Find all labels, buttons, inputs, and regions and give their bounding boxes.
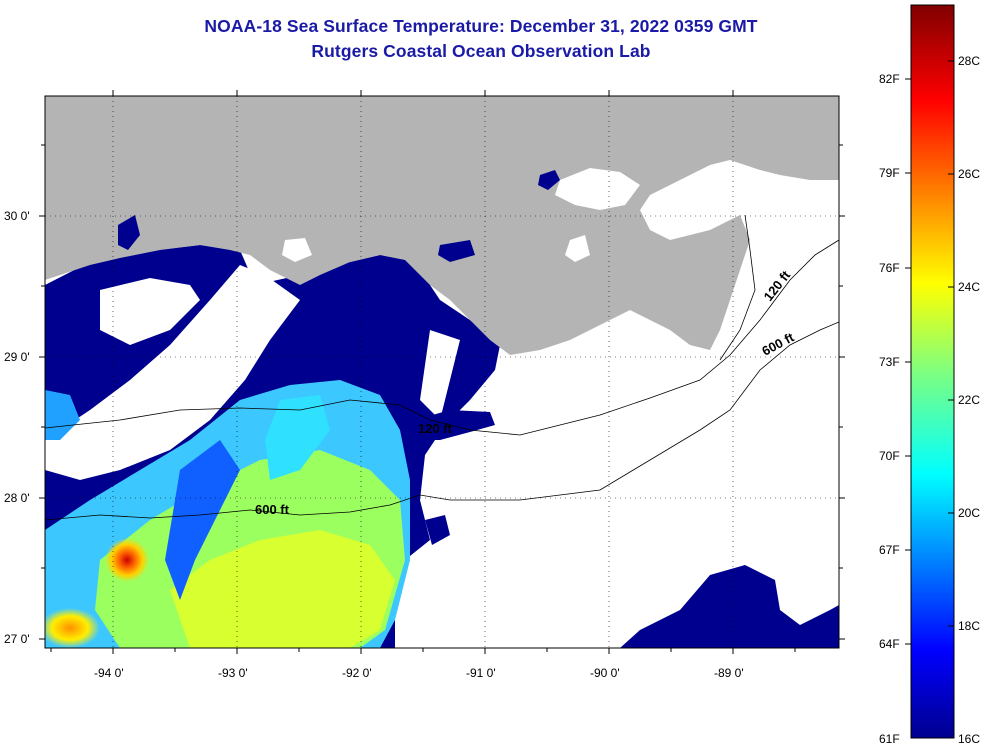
lon-label-91: -91 0' [466,666,496,680]
lat-label-28: 28 0' [4,491,30,505]
lake-blue-3 [438,240,475,262]
lat-label-27: 27 0' [4,632,30,646]
lake-small-2 [282,238,312,262]
sst-cyan-streak [265,395,330,480]
cloud-patch-nw [100,278,200,345]
lon-label-89: -89 0' [714,666,744,680]
warm-eddy [105,538,149,582]
colorbar-label-16c: 16C [958,732,981,746]
warm-patch-sw [45,608,100,648]
lon-label-94: -94 0' [94,666,124,680]
colorbar-label-24c: 24C [958,280,981,294]
colorbar-label-73f: 73F [879,355,900,369]
colorbar-label-82f: 82F [879,72,900,86]
colorbar-label-64f: 64F [879,637,900,651]
colorbar-label-18c: 18C [958,619,981,633]
lat-label-30: 30 0' [4,209,30,223]
contour-label-120ft-west: 120 ft [418,421,453,436]
map-title: NOAA-18 Sea Surface Temperature: Decembe… [204,16,758,36]
map-subtitle: Rutgers Coastal Ocean Observation Lab [311,41,651,61]
colorbar-label-67f: 67F [879,543,900,557]
lon-label-93: -93 0' [218,666,248,680]
contour-label-600ft-west: 600 ft [255,502,290,517]
colorbar-label-79f: 79F [879,166,900,180]
colorbar-label-26c: 26C [958,167,981,181]
contour-600ft [45,321,839,521]
colorbar-label-22c: 22C [958,393,981,407]
lon-label-90: -90 0' [590,666,620,680]
cloud-strip [45,265,300,480]
lake-small-1 [565,235,590,262]
land-louisiana [45,96,839,355]
axis-ticks [39,90,845,654]
map-frame [44,95,840,649]
colorbar-label-61f: 61F [879,732,900,746]
lake-pontchartrain [555,168,640,210]
sst-cold-water-small [425,515,450,545]
contour-120ft-east [719,214,756,361]
colorbar-label-70f: 70F [879,449,900,463]
sst-cyan-west-edge [45,390,80,440]
cloud-patch-mid [420,330,460,420]
lat-label-29: 29 0' [4,350,30,364]
lake-blue-2 [538,170,560,190]
lon-label-92: -92 0' [342,666,372,680]
colorbar-label-76f: 76F [879,261,900,275]
contour-120ft-west [45,239,839,436]
colorbar-ticks [905,60,954,645]
lake-blue-1 [118,215,140,250]
colorbar [910,4,955,739]
map-area: 120 ft 600 ft 120 ft 600 ft [45,96,839,648]
colorbar-label-28c: 28C [958,54,981,68]
graticule [45,96,839,648]
sst-cold-water-delta [415,410,495,440]
sst-blue-band [165,440,240,600]
sst-yellowgreen-water [170,530,395,648]
sst-cold-water-se [620,565,839,648]
colorbar-label-20c: 20C [958,506,981,520]
